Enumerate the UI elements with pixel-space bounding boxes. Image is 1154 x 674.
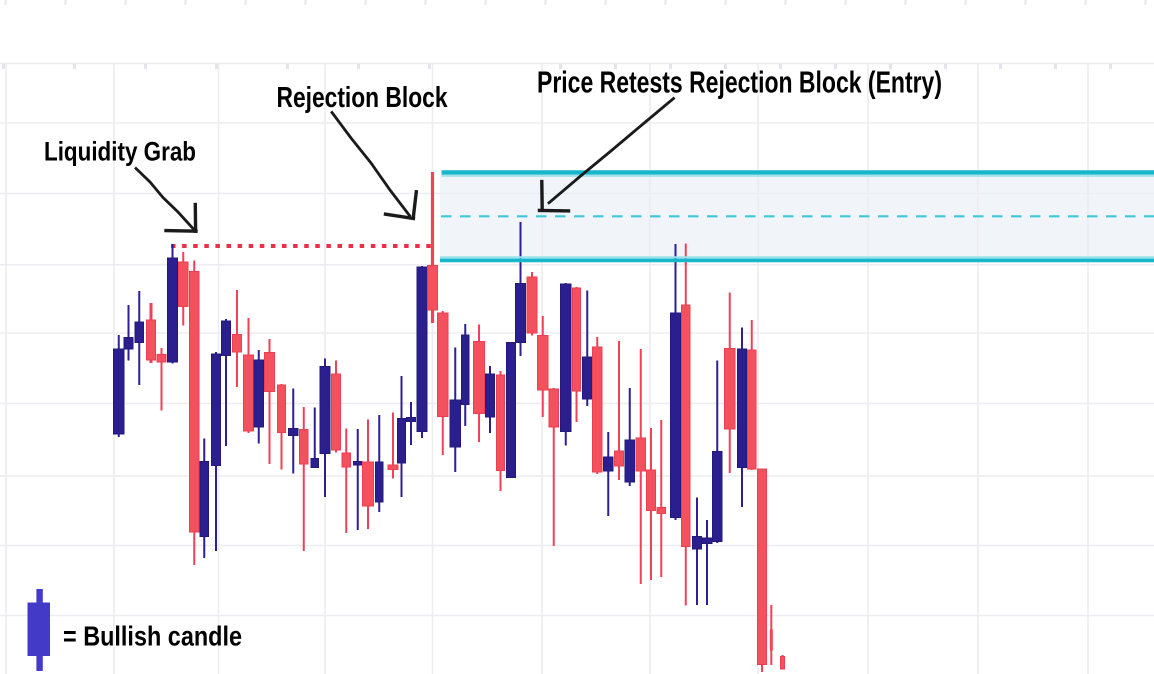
svg-text:Liquidity Grab: Liquidity Grab [44, 137, 196, 167]
svg-text:Rejection Block: Rejection Block [277, 82, 449, 114]
svg-text:Price Retests Rejection Block: Price Retests Rejection Block (Entry) [537, 65, 942, 100]
svg-text:= Bullish candle: = Bullish candle [63, 621, 242, 652]
